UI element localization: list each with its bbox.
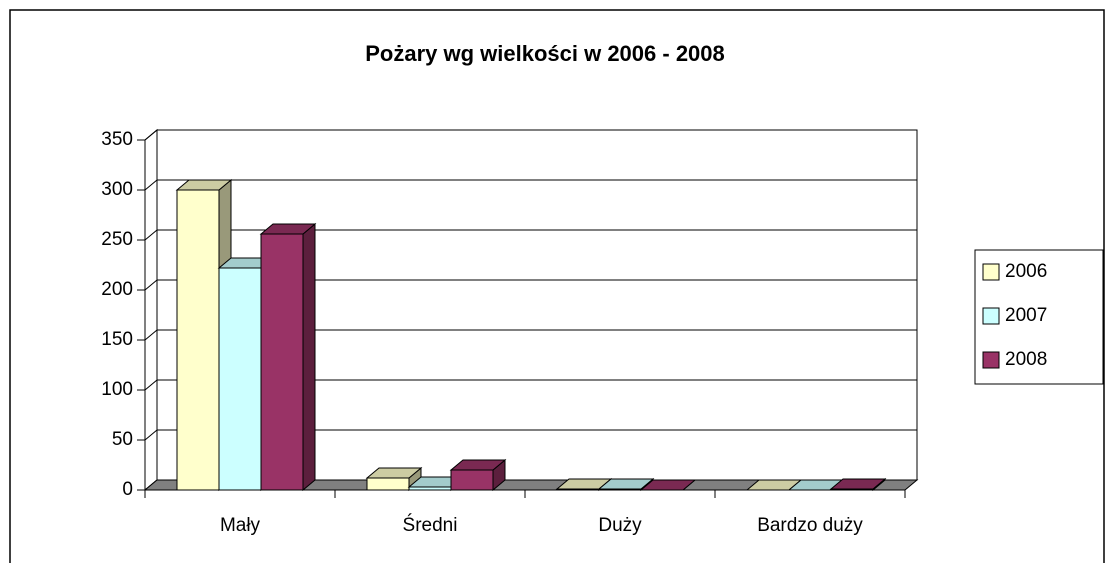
bar <box>218 267 262 491</box>
x-tick-label: Średni <box>403 514 458 536</box>
y-tick-label: 150 <box>101 329 133 350</box>
y-tick-label: 250 <box>101 229 133 250</box>
y-tick-label: 0 <box>122 479 133 500</box>
legend-label: 2006 <box>1005 261 1047 282</box>
bar <box>450 469 494 491</box>
grid-line-side <box>144 229 158 241</box>
bar <box>830 488 874 491</box>
y-tick-label: 100 <box>101 379 133 400</box>
x-tick-label: Duży <box>598 515 642 536</box>
y-tick-label: 350 <box>101 129 133 150</box>
grid-line-side <box>144 379 158 391</box>
chart-title: Pożary wg wielkości w 2006 - 2008 <box>365 41 725 66</box>
legend-label: 2007 <box>1005 305 1047 326</box>
bar <box>366 477 410 491</box>
bar-group <box>449 458 507 492</box>
y-tick-label: 300 <box>101 179 133 200</box>
side-wall <box>144 128 158 492</box>
y-tick-label: 50 <box>112 429 133 450</box>
bar <box>260 233 304 491</box>
bar-group <box>175 178 233 492</box>
y-tick-label: 200 <box>101 279 133 300</box>
legend-swatch <box>982 351 1000 369</box>
x-tick-label: Mały <box>220 515 261 536</box>
bar <box>598 488 642 491</box>
bar-top <box>639 479 697 491</box>
bar-group <box>829 477 887 492</box>
bar-side <box>302 222 316 492</box>
grid-line-side <box>144 279 158 291</box>
grid-line-side <box>144 129 158 141</box>
bar-group <box>639 479 697 491</box>
x-tick-label: Bardzo duży <box>757 515 863 536</box>
legend-swatch <box>982 263 1000 281</box>
bar <box>556 488 600 491</box>
grid-line-side <box>144 429 158 441</box>
bar <box>176 189 220 491</box>
legend-swatch <box>982 307 1000 325</box>
bar-group <box>259 222 317 492</box>
grid-line-side <box>144 179 158 191</box>
legend-label: 2008 <box>1005 349 1047 370</box>
bar <box>408 486 452 491</box>
grid-line-side <box>144 329 158 341</box>
